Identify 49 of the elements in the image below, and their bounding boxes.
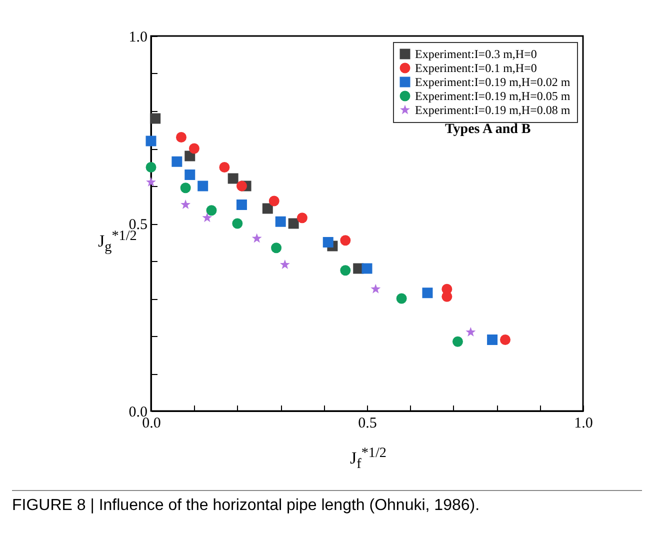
point <box>184 170 196 180</box>
point <box>198 180 208 192</box>
point <box>271 242 282 254</box>
point <box>500 334 510 345</box>
point <box>180 182 191 194</box>
x-tick-label: 0.0 <box>142 416 161 432</box>
point <box>150 113 161 124</box>
point <box>252 233 262 243</box>
point <box>268 196 280 206</box>
point <box>180 200 191 209</box>
legend-label: Experiment:I=0.19 m,H=0.05 m <box>415 89 571 103</box>
point <box>236 180 247 192</box>
point <box>396 293 407 304</box>
point <box>262 203 273 214</box>
point <box>288 218 299 229</box>
legend-label: Experiment:I=0.19 m,H=0.08 m <box>415 103 571 117</box>
point <box>146 162 156 172</box>
point <box>172 156 182 167</box>
point <box>370 284 381 294</box>
point <box>236 200 247 210</box>
point <box>176 132 186 142</box>
x-tick-label: 1.0 <box>574 416 593 432</box>
point <box>206 205 217 216</box>
y-tick-label: 1.0 <box>128 30 148 46</box>
point <box>362 263 372 274</box>
point <box>442 291 452 302</box>
point <box>487 334 498 345</box>
x-tick-label: 0.5 <box>358 416 377 432</box>
point <box>146 136 156 146</box>
legend-label: Experiment:I=0.1 m,H=0 <box>415 61 537 75</box>
point <box>466 327 476 336</box>
legend-label: Experiment:I=0.3 m,H=0 <box>415 47 537 61</box>
point <box>219 162 230 172</box>
point <box>202 212 212 222</box>
point <box>275 216 286 227</box>
point <box>340 235 351 246</box>
caption: FIGURE 8 | Influence of the horizontal pipe length (Ohnuki, 1986). <box>12 490 642 515</box>
point <box>452 336 463 347</box>
point <box>188 143 200 154</box>
point <box>280 260 290 269</box>
legend-label: Experiment:I=0.19 m,H=0.02 m <box>415 75 571 89</box>
point <box>228 173 238 184</box>
point <box>340 265 351 276</box>
point <box>296 212 308 224</box>
point <box>422 288 433 298</box>
point <box>232 218 243 229</box>
point <box>146 177 156 186</box>
point <box>322 237 334 248</box>
annotation: Types A and B <box>445 122 531 138</box>
